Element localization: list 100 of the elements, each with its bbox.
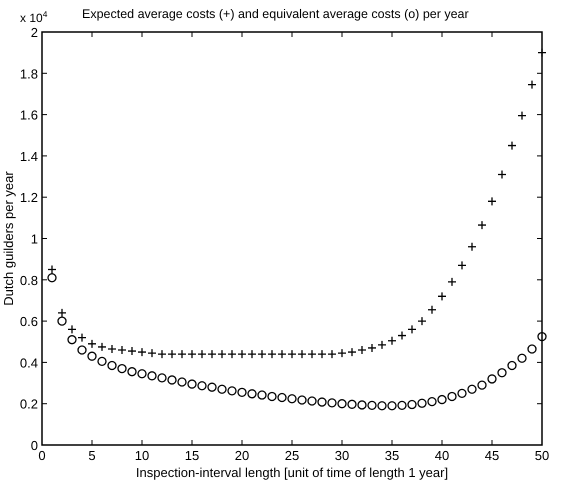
point bbox=[197, 349, 207, 359]
point bbox=[477, 220, 487, 230]
x-tick-label: 10 bbox=[134, 448, 150, 463]
point bbox=[507, 140, 517, 150]
point bbox=[317, 349, 327, 359]
point bbox=[217, 384, 227, 394]
x-axis-title: Inspection-interval length [unit of time of length 1 year] bbox=[136, 465, 448, 480]
x-tick-label: 30 bbox=[334, 448, 350, 463]
point bbox=[207, 382, 217, 392]
point bbox=[217, 349, 227, 359]
x-tick-label: 40 bbox=[434, 448, 450, 463]
point bbox=[87, 352, 97, 361]
point bbox=[247, 349, 257, 359]
point bbox=[227, 349, 237, 359]
point bbox=[347, 347, 357, 357]
point bbox=[137, 347, 147, 357]
point bbox=[147, 371, 157, 380]
text: x 10$^{4}$ bbox=[20, 9, 48, 25]
y-tick-label: 0 bbox=[30, 438, 38, 453]
point bbox=[117, 345, 127, 355]
y-tick-label: 0.2 bbox=[20, 396, 38, 412]
point bbox=[227, 386, 237, 396]
point bbox=[407, 400, 417, 410]
y-tick-label: 2 bbox=[30, 25, 38, 40]
point bbox=[497, 368, 507, 378]
point bbox=[107, 360, 117, 370]
point bbox=[117, 364, 127, 374]
point bbox=[417, 316, 427, 326]
point bbox=[77, 345, 87, 355]
point bbox=[247, 389, 257, 398]
point bbox=[487, 196, 497, 206]
point bbox=[47, 273, 57, 282]
point bbox=[297, 395, 307, 405]
point bbox=[257, 349, 267, 359]
point bbox=[277, 392, 287, 402]
point bbox=[237, 349, 247, 359]
point bbox=[137, 369, 147, 378]
x-tick-label: 45 bbox=[484, 448, 500, 463]
point bbox=[467, 384, 477, 394]
point bbox=[127, 346, 137, 356]
x-tick-label: 25 bbox=[284, 448, 300, 463]
point bbox=[287, 394, 297, 404]
point bbox=[447, 277, 457, 287]
point bbox=[167, 375, 177, 385]
point bbox=[267, 392, 277, 402]
y-tick-label: 1.8 bbox=[20, 66, 38, 82]
point bbox=[177, 377, 187, 387]
chart-title: Expected average costs (+) and equivalent average costs (o) per year bbox=[82, 7, 469, 21]
point bbox=[427, 396, 437, 406]
point bbox=[207, 349, 217, 359]
point bbox=[477, 380, 487, 390]
point bbox=[357, 400, 367, 410]
point bbox=[257, 390, 267, 400]
point bbox=[377, 401, 387, 410]
point bbox=[337, 399, 347, 408]
point bbox=[157, 373, 167, 383]
point bbox=[307, 396, 317, 406]
point bbox=[67, 335, 77, 344]
point bbox=[187, 349, 197, 359]
point bbox=[417, 398, 427, 408]
y-tick-label: 1.6 bbox=[20, 108, 38, 123]
point bbox=[237, 388, 247, 397]
point bbox=[397, 330, 407, 340]
point bbox=[297, 349, 307, 359]
point bbox=[57, 308, 67, 318]
point bbox=[287, 349, 297, 359]
point bbox=[157, 349, 167, 359]
point bbox=[177, 349, 187, 359]
y-tick-label: 0.6 bbox=[20, 314, 38, 330]
point bbox=[337, 348, 347, 358]
point bbox=[77, 332, 87, 342]
y-axis-title: Dutch guilders per year bbox=[1, 170, 16, 306]
point bbox=[367, 343, 377, 353]
point bbox=[107, 344, 117, 354]
x-tick-label: 15 bbox=[184, 448, 200, 463]
x-tick-label: 35 bbox=[384, 448, 400, 463]
point bbox=[307, 349, 317, 359]
point bbox=[437, 292, 447, 301]
point bbox=[507, 360, 517, 370]
point bbox=[67, 324, 77, 334]
point bbox=[317, 397, 327, 407]
point bbox=[97, 356, 107, 366]
y-tick-label: 0.4 bbox=[20, 355, 38, 370]
point bbox=[537, 332, 547, 342]
point bbox=[167, 349, 177, 359]
point bbox=[57, 316, 67, 326]
point bbox=[267, 349, 277, 359]
point bbox=[427, 305, 437, 314]
point bbox=[367, 400, 377, 410]
point bbox=[467, 242, 477, 252]
point bbox=[187, 379, 197, 389]
point bbox=[377, 340, 387, 350]
point bbox=[457, 388, 467, 398]
point bbox=[387, 401, 397, 410]
point bbox=[387, 336, 397, 346]
x-tick-label: 5 bbox=[88, 448, 96, 463]
point bbox=[447, 392, 457, 402]
y-tick-label: 0.8 bbox=[20, 272, 38, 288]
y-tick-label: 1.2 bbox=[20, 190, 38, 206]
point bbox=[147, 348, 157, 358]
